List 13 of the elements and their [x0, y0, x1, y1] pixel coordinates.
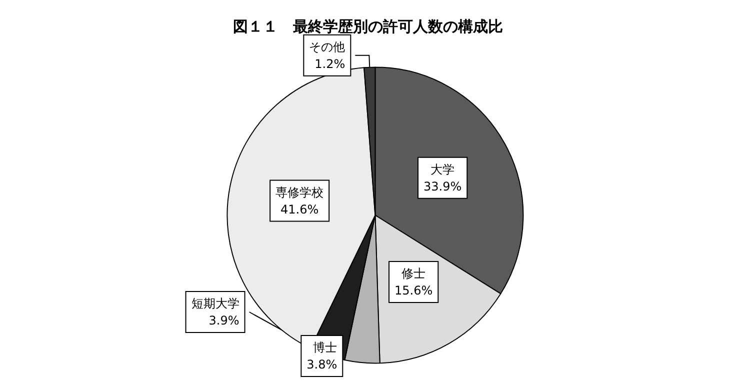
data-label: 15.6%	[394, 283, 433, 298]
slice-label: その他	[309, 40, 346, 54]
data-label: 1.2%	[314, 56, 346, 71]
chart-title: 図１１ 最終学歴別の許可人数の構成比	[233, 18, 503, 36]
data-label: 3.9%	[208, 314, 240, 328]
slice-label: 修士	[402, 266, 426, 280]
slice-label: 専修学校	[276, 185, 324, 200]
slice-label: 短期大学	[191, 296, 240, 310]
data-label: 41.6%	[280, 202, 319, 216]
data-label: 33.9%	[423, 179, 462, 194]
slice-label: 博士	[313, 340, 338, 354]
data-label: 3.8%	[306, 358, 338, 372]
slice-label: 大学	[430, 162, 455, 176]
